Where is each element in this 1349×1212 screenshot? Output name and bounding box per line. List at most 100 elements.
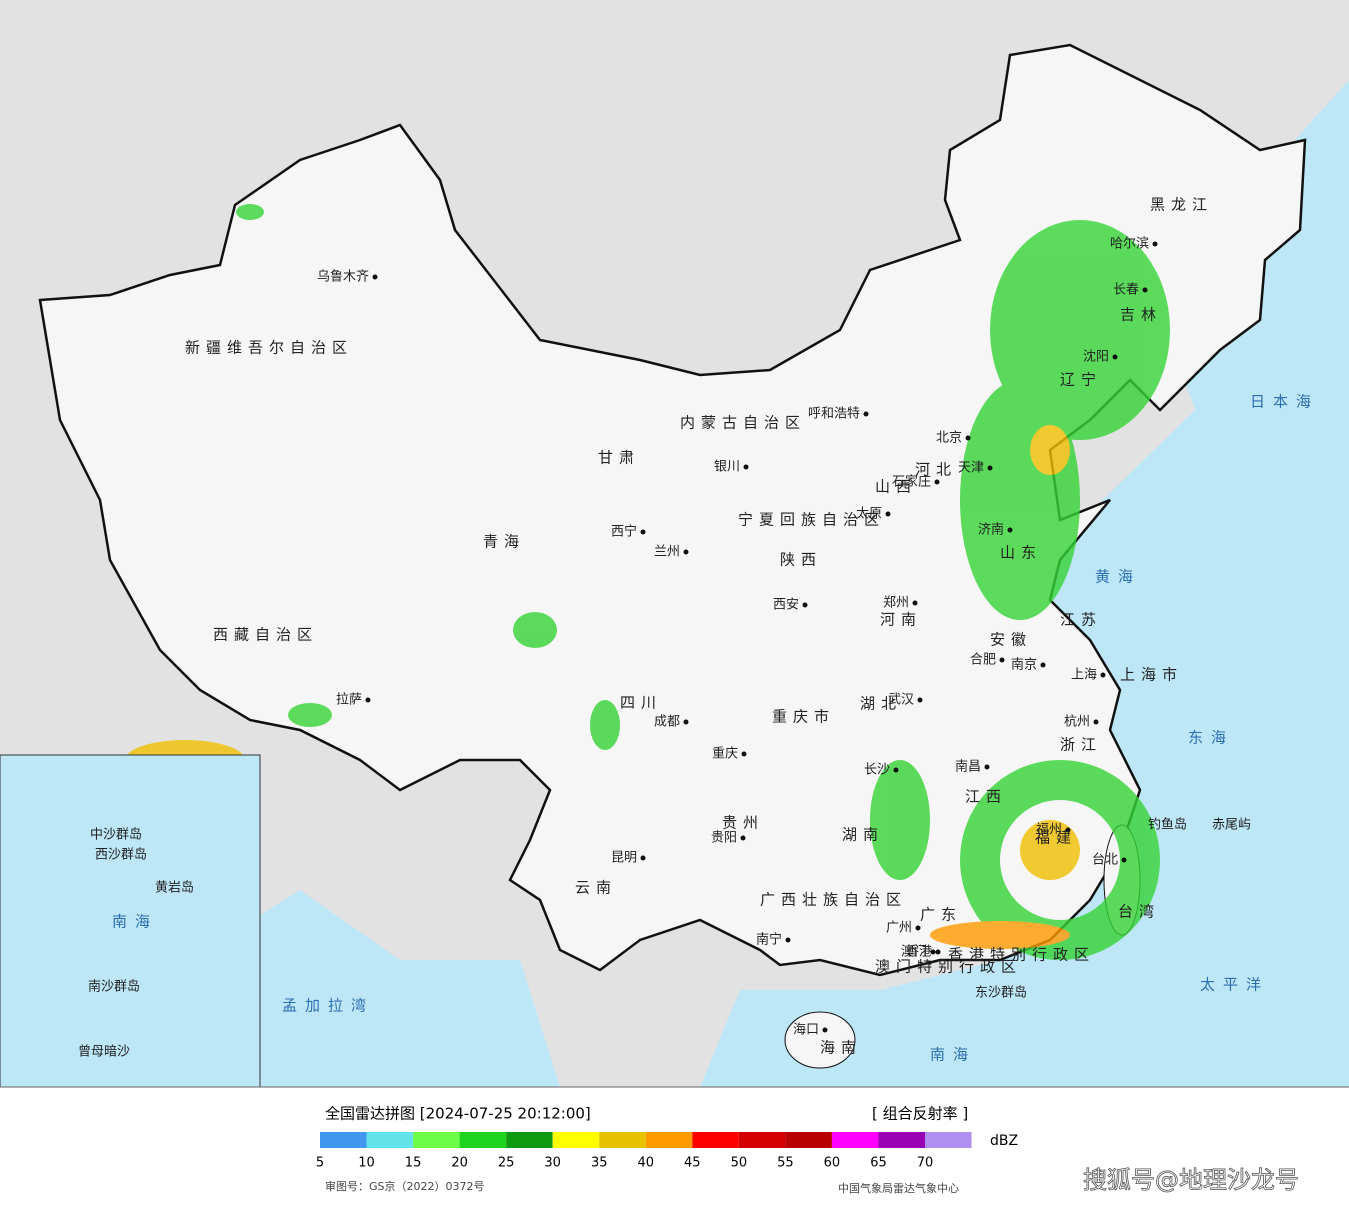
region-label: 黑龙江 [1150, 196, 1213, 214]
region-label: 重庆市 [772, 708, 835, 726]
legend-tick-label: 25 [498, 1156, 515, 1171]
city-dot [930, 949, 936, 955]
city-dot [365, 697, 371, 703]
echo [930, 921, 1070, 949]
city-label: 银川 [714, 460, 740, 475]
city-label: 石家庄 [892, 474, 931, 490]
legend-swatch [692, 1132, 739, 1148]
legend-title: 全国雷达拼图 [2024-07-25 20:12:00] [325, 1105, 591, 1123]
region-label: 四川 [620, 694, 662, 712]
city-dot [822, 1027, 828, 1033]
city-label: 天津 [958, 461, 984, 476]
city-dot [1065, 827, 1071, 833]
radar-echoes [125, 204, 1170, 960]
region-label: 澳门特别行政区 [875, 958, 1022, 976]
hainan-island [784, 1011, 856, 1069]
city-label: 长沙 [864, 763, 890, 778]
inset-label: 中沙群岛 [90, 827, 142, 843]
city-label: 北京 [936, 431, 962, 446]
city-dot [740, 835, 746, 841]
city-dot [965, 435, 971, 441]
city-label: 太原 [856, 507, 882, 522]
legend-swatch [320, 1132, 367, 1148]
legend-tick-label: 60 [824, 1156, 841, 1171]
city-label: 杭州 [1064, 715, 1090, 730]
city-label: 香港 [906, 945, 932, 960]
city-dot [1112, 354, 1118, 360]
city-dot [1142, 287, 1148, 293]
city-label: 合肥 [970, 653, 996, 668]
sea-label: 赤尾屿 [1212, 818, 1251, 833]
legend-tick-label: 10 [358, 1156, 375, 1171]
city-label: 郑州 [883, 596, 909, 611]
legend-swatch [738, 1132, 786, 1148]
region-label: 台湾 [1118, 903, 1160, 921]
city-label: 武汉 [888, 693, 914, 708]
region-label: 青海 [483, 533, 525, 551]
region-label: 山东 [1000, 544, 1042, 562]
city-dot [372, 274, 378, 280]
city-label: 广州 [886, 921, 912, 936]
city-dot [893, 767, 899, 773]
city-label: 南宁 [756, 932, 782, 948]
region-label: 辽宁 [1060, 371, 1102, 389]
legend-swatch [831, 1132, 879, 1148]
city-label: 福州 [1036, 823, 1062, 838]
city-dot [683, 719, 689, 725]
legend-tick-label: 40 [637, 1156, 654, 1171]
city-dot [915, 925, 921, 931]
city-dot [683, 549, 689, 555]
south-china-sea-inset [0, 754, 261, 1088]
sea-label: 东海 [1188, 729, 1234, 747]
region-label: 湖北 [860, 695, 902, 713]
city-dot [984, 764, 990, 770]
legend-tick-label: 65 [870, 1156, 887, 1171]
sea-label: 日本海 [1250, 393, 1319, 411]
region-label: 甘肃 [598, 449, 640, 467]
city-label: 西宁 [611, 524, 637, 540]
legend-swatch [645, 1132, 693, 1148]
region-label: 福建 [1035, 829, 1077, 847]
sea-label: 黄海 [1095, 568, 1141, 586]
echo [590, 700, 620, 750]
city-dot [935, 949, 941, 955]
legend-tick-label: 35 [591, 1156, 608, 1171]
region-label: 陕西 [780, 551, 822, 569]
legend-product: [ 组合反射率 ] [872, 1105, 968, 1123]
city-dot [1121, 857, 1127, 863]
legend-swatch [459, 1132, 507, 1148]
region-label: 内蒙古自治区 [680, 414, 806, 432]
echo [960, 380, 1080, 620]
city-label: 澳门 [901, 944, 927, 960]
region-label: 安徽 [990, 631, 1032, 649]
inset-label: 南海 [112, 913, 158, 931]
region-label: 湖南 [842, 826, 884, 844]
city-dot [885, 511, 891, 517]
legend-swatch [506, 1132, 553, 1148]
source-credit: 中国气象局雷达气象中心 [838, 1181, 959, 1195]
legend-tick-label: 70 [917, 1156, 934, 1171]
city-label: 哈尔滨 [1110, 236, 1149, 252]
city-dot [802, 602, 808, 608]
region-label: 上海市 [1120, 666, 1183, 684]
region-label: 广东 [920, 906, 962, 924]
region-label: 江西 [965, 788, 1007, 806]
legend-tick-label: 45 [684, 1156, 701, 1171]
legend-swatch [552, 1132, 600, 1148]
legend-swatch [878, 1132, 925, 1148]
legend-tick-label: 15 [405, 1156, 422, 1171]
echo [870, 760, 930, 880]
legend-tick-label: 30 [544, 1156, 561, 1171]
city-label: 海口 [793, 1023, 819, 1038]
city-label: 沈阳 [1083, 350, 1109, 365]
city-label: 济南 [978, 522, 1004, 538]
city-dot [863, 411, 869, 417]
city-dot [640, 529, 646, 535]
city-label: 南京 [1011, 657, 1037, 673]
legend-tick-label: 20 [451, 1156, 468, 1171]
city-label: 呼和浩特 [808, 407, 860, 422]
city-label: 台北 [1092, 853, 1118, 868]
city-label: 长春 [1113, 283, 1139, 298]
region-label: 江苏 [1060, 611, 1102, 629]
